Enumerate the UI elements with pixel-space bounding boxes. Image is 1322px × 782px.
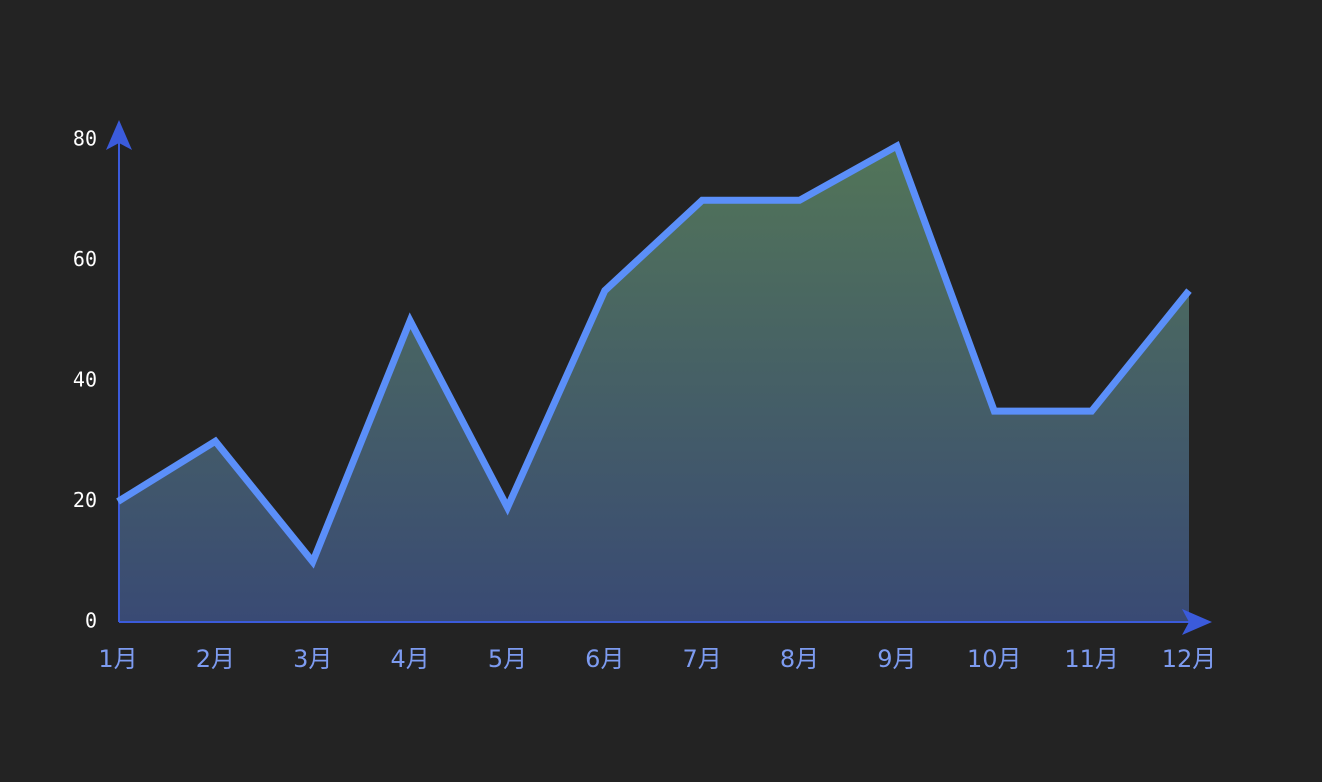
y-tick-label: 80 <box>73 127 97 151</box>
x-tick-label: 7月 <box>683 645 722 673</box>
area <box>118 146 1189 622</box>
y-tick-label: 0 <box>85 609 97 633</box>
y-axis-arrow <box>106 120 132 150</box>
x-tick-label: 3月 <box>293 645 332 673</box>
y-tick-label: 20 <box>73 488 97 512</box>
y-tick-label: 60 <box>73 247 97 271</box>
x-tick-label: 10月 <box>967 645 1022 673</box>
x-tick-label: 2月 <box>196 645 235 673</box>
x-tick-label: 11月 <box>1064 645 1119 673</box>
line <box>116 140 1192 569</box>
x-tick-label: 4月 <box>390 645 429 673</box>
x-tick-label: 12月 <box>1162 645 1217 673</box>
x-tick-label: 1月 <box>98 645 137 673</box>
x-tick-label: 9月 <box>877 645 916 673</box>
x-tick-label: 8月 <box>780 645 819 673</box>
x-tick-label: 5月 <box>488 645 527 673</box>
x-tick-label: 6月 <box>585 645 624 673</box>
x-axis-arrow <box>1182 609 1212 635</box>
y-tick-label: 40 <box>73 368 97 392</box>
